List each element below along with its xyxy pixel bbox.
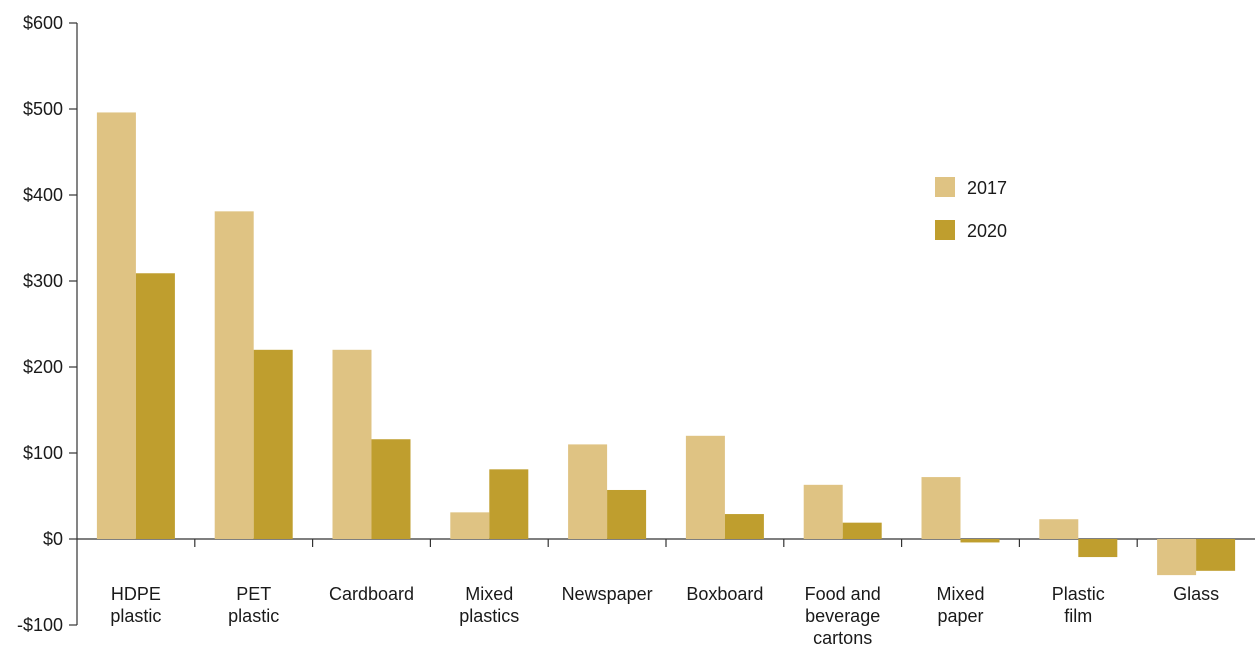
bar-2017-4 <box>450 512 490 539</box>
legend-swatch-2017 <box>935 177 955 197</box>
y-tick-label: $300 <box>23 271 63 291</box>
bar-2017-5 <box>568 444 608 539</box>
bar-2020-4 <box>489 469 529 539</box>
bar-2017-8 <box>921 477 961 539</box>
legend-swatch-2020 <box>935 220 955 240</box>
bar-2020-10 <box>1196 539 1236 571</box>
legend-label-2020: 2020 <box>967 221 1007 241</box>
category-label: Boxboard <box>686 584 763 604</box>
bar-2017-6 <box>685 435 725 539</box>
y-tick-label: $500 <box>23 99 63 119</box>
bar-2020-7 <box>842 522 882 539</box>
y-tick-label: -$100 <box>17 615 63 635</box>
category-label: HDPE plastic <box>110 584 161 626</box>
bar-2020-8 <box>960 539 1000 543</box>
category-labels: HDPE plastic PET plastic Cardboard Mixed plast… <box>110 584 1219 648</box>
bar-2017-3 <box>332 349 372 539</box>
bar-2020-5 <box>607 489 647 539</box>
bar-2017-1 <box>96 112 136 539</box>
bar-2020-1 <box>135 273 175 539</box>
bar-2020-3 <box>371 439 411 539</box>
category-label: Plastic film <box>1052 584 1105 626</box>
category-label: Cardboard <box>329 584 414 604</box>
bar-2017-9 <box>1039 519 1079 539</box>
category-label: Glass <box>1173 584 1219 604</box>
y-tick-label: $100 <box>23 443 63 463</box>
y-tick-label: $0 <box>43 529 63 549</box>
category-label: Mixed paper <box>936 584 984 626</box>
bar-2020-9 <box>1078 539 1118 558</box>
category-label: PET plastic <box>228 584 279 626</box>
y-tick-label: $400 <box>23 185 63 205</box>
legend-label-2017: 2017 <box>967 178 1007 198</box>
bar-2020-2 <box>253 349 293 539</box>
bar-2017-7 <box>803 484 843 539</box>
bar-2020-6 <box>724 514 764 539</box>
category-label: Mixed plastics <box>459 584 519 626</box>
axes: -$100 $0 $100 $200 $300 $400 $500 $600 <box>17 13 1255 635</box>
y-tick-label: $200 <box>23 357 63 377</box>
bar-2017-2 <box>214 211 254 539</box>
category-label: Food and beverage cartons <box>805 584 881 648</box>
bars <box>96 112 1236 576</box>
legend: 2017 2020 <box>935 177 1007 241</box>
category-label: Newspaper <box>562 584 653 604</box>
bar-2017-10 <box>1157 539 1197 576</box>
y-tick-label: $600 <box>23 13 63 33</box>
